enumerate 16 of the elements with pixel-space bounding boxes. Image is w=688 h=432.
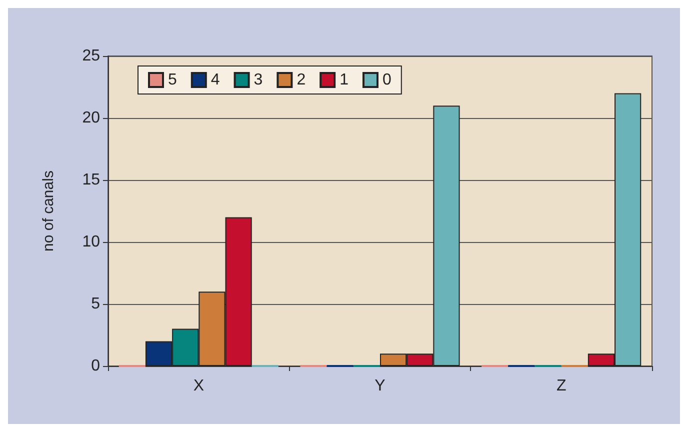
x-tick-label: Y	[374, 378, 386, 394]
y-tick-label: 20	[82, 110, 100, 126]
y-tick-label: 25	[82, 48, 100, 64]
legend-label: 2	[296, 72, 306, 88]
y-tick-label: 0	[91, 358, 100, 374]
legend-label: 5	[168, 72, 177, 88]
legend-label: 1	[340, 72, 349, 88]
legend-label: 4	[210, 72, 220, 88]
x-tick-label: X	[193, 378, 204, 394]
y-tick-label: 5	[91, 296, 100, 312]
x-tick-label: Z	[556, 378, 566, 394]
y-tick-label: 15	[82, 172, 100, 188]
y-tick-label: 10	[82, 234, 100, 250]
legend-label: 0	[382, 72, 392, 88]
legend-label: 3	[254, 72, 263, 88]
y-axis-title: no of canals	[40, 170, 57, 252]
